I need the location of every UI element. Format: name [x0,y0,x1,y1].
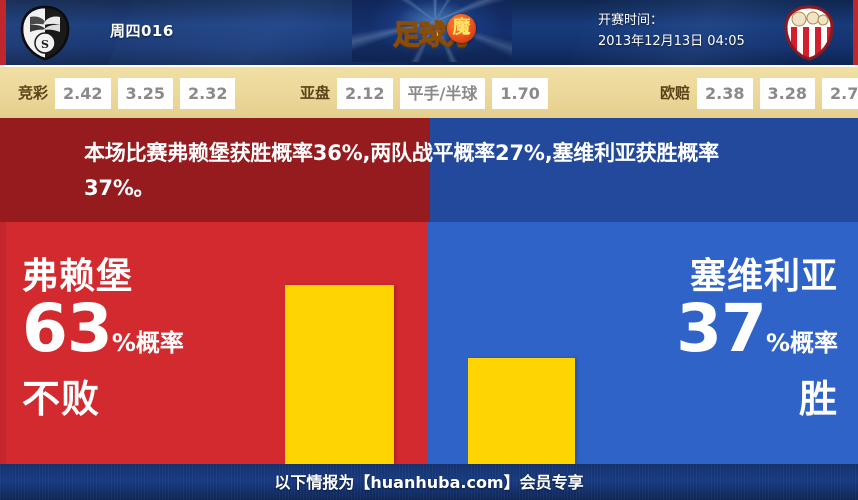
header-left-accent [0,0,6,65]
home-outcome-label: 不败 [22,377,101,421]
odds-cell-away[interactable]: 1.70 [492,78,548,109]
home-team-name: 弗赖堡 [22,256,134,297]
away-team-crest-icon [784,5,834,61]
probability-panel: 弗赖堡 63%概率 不败 塞维利亚 37%概率 胜 [0,222,858,464]
odds-cell-draw[interactable]: 3.25 [117,78,173,109]
home-team-block: 弗赖堡 63%概率 不败 [22,256,184,421]
home-team-crest-icon: S [20,5,70,61]
footer-bar: 以下情报为【huanhuba.com】会员专享 [0,464,858,500]
away-probability-value: 37 [676,290,767,367]
kickoff-value: 2013年12月13日 04:05 [598,34,745,49]
odds-group-asian-handicap: 亚盘 2.12 平手/半球 1.70 [300,78,548,109]
odds-cell-draw[interactable]: 3.28 [759,78,815,109]
away-probability-suffix: %概率 [765,329,838,357]
odds-bar: 竞彩 2.42 3.25 2.32 亚盘 2.12 平手/半球 1.70 欧赔 … [0,65,858,118]
odds-cell-handicap[interactable]: 平手/半球 [399,78,486,109]
match-id-label: 周四016 [110,22,174,40]
odds-group-european: 欧赔 2.38 3.28 2.79 [660,78,858,109]
summary-banner-left-half [0,118,430,222]
home-probability-bar [285,285,394,464]
odds-cell-home[interactable]: 2.38 [697,78,753,109]
odds-cell-away[interactable]: 2.79 [821,78,858,109]
odds-group-label: 竞彩 [18,84,49,102]
odds-group-label: 欧赔 [660,84,691,102]
home-probability-value: 63 [22,290,113,367]
summary-banner-right-half [430,118,858,222]
odds-cell-home[interactable]: 2.42 [55,78,111,109]
odds-cell-away[interactable]: 2.32 [179,78,236,109]
brand-logo: 足球方 魔 [352,0,512,62]
kickoff-time-block: 开赛时间： 2013年12月13日 04:05 [598,10,745,52]
away-team-name: 塞维利亚 [689,256,838,297]
header-right-accent [853,0,858,65]
summary-text: 本场比赛弗赖堡获胜概率36%,两队战平概率27%,塞维利亚获胜概率37%。 [84,141,719,200]
brand-logo-text: 足球方 [392,19,472,51]
home-probability-line: 63%概率 [22,296,184,379]
away-outcome-label: 胜 [798,377,838,421]
footer-text: 以下情报为【huanhuba.com】会员专享 [274,473,584,492]
header-bar: S 周四016 足球方 魔 开赛时间： 2013年12月13日 04:05 [0,0,858,65]
kickoff-label: 开赛时间： [598,13,664,28]
summary-banner: 本场比赛弗赖堡获胜概率36%,两队战平概率27%,塞维利亚获胜概率37%。 [0,118,858,222]
panel-left-accent [0,222,6,464]
odds-group-label: 亚盘 [300,84,331,102]
brand-badge-char: 魔 [452,17,471,38]
svg-text:S: S [41,38,49,51]
away-probability-bar [468,358,575,464]
away-team-block: 塞维利亚 37%概率 胜 [676,256,838,421]
odds-cell-home[interactable]: 2.12 [337,78,393,109]
odds-group-jingcai: 竞彩 2.42 3.25 2.32 [18,78,236,109]
home-probability-suffix: %概率 [111,329,184,357]
away-probability-line: 37%概率 [676,296,838,379]
brand-badge-icon: 魔 [447,14,476,43]
